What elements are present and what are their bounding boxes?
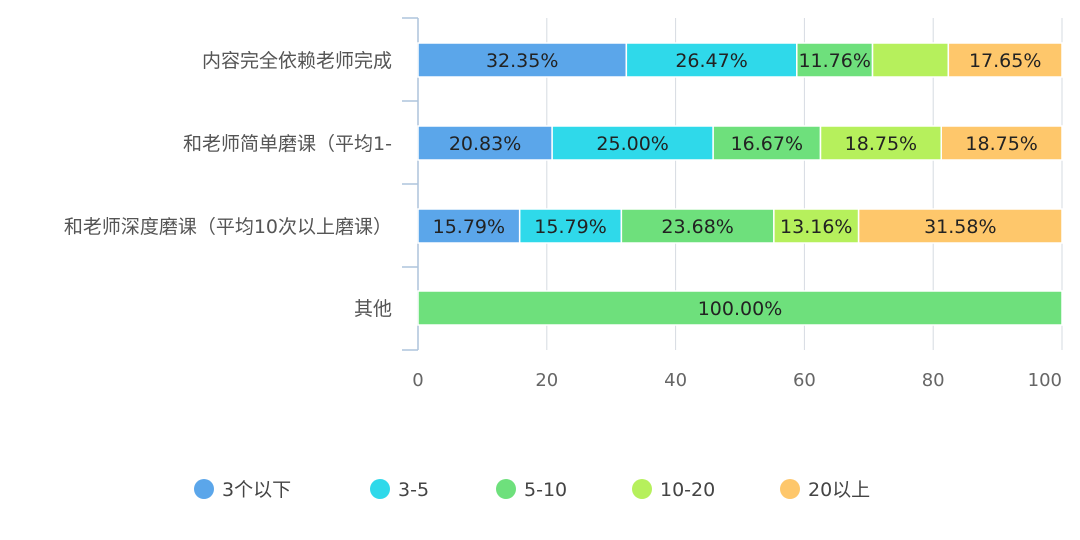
data-label: 31.58% [924, 216, 996, 238]
data-labels: 32.35% 26.47% 11.76% 17.65% 20.83% 25.00% 16.6… [433, 50, 1042, 320]
legend-label: 20以上 [808, 479, 870, 501]
legend-item[interactable]: 3-5 [370, 479, 429, 501]
data-label: 23.68% [661, 216, 733, 238]
category-label: 内容完全依赖老师完成 [202, 50, 392, 72]
bars [417, 42, 1063, 326]
data-label: 13.16% [780, 216, 852, 238]
x-tick-label: 40 [664, 370, 687, 391]
legend[interactable]: 3个以下 3-5 5-10 10-20 20以上 [194, 479, 870, 501]
category-label: 和老师深度磨课（平均10次以上磨课） [64, 216, 392, 238]
legend-marker [780, 479, 800, 499]
legend-marker [496, 479, 516, 499]
data-label: 32.35% [486, 50, 558, 72]
bar-segment[interactable] [712, 125, 822, 161]
bar-segment[interactable] [773, 208, 860, 244]
legend-item[interactable]: 10-20 [632, 479, 715, 501]
data-label: 15.79% [534, 216, 606, 238]
bar-segment[interactable] [871, 42, 950, 78]
bar-segment[interactable] [417, 125, 553, 161]
data-label: 25.00% [596, 133, 668, 155]
legend-label: 3个以下 [222, 479, 291, 501]
x-axis-ticks: 0 20 40 60 80 100 [412, 370, 1062, 391]
data-label: 11.76% [798, 50, 870, 72]
x-tick-label: 100 [1028, 370, 1062, 391]
x-tick-label: 60 [793, 370, 816, 391]
x-tick-label: 0 [412, 370, 423, 391]
legend-item[interactable]: 3个以下 [194, 479, 291, 501]
legend-item[interactable]: 5-10 [496, 479, 567, 501]
bar-segment[interactable] [625, 42, 798, 78]
bar-segment[interactable] [947, 42, 1063, 78]
legend-marker [194, 479, 214, 499]
bar-segment[interactable] [940, 125, 1063, 161]
legend-label: 3-5 [398, 479, 429, 501]
data-label: 20.83% [449, 133, 521, 155]
data-label: 16.67% [731, 133, 803, 155]
bar-segment[interactable] [417, 42, 628, 78]
legend-item[interactable]: 20以上 [780, 479, 870, 501]
bar-segment[interactable] [518, 208, 623, 244]
data-label: 18.75% [845, 133, 917, 155]
legend-label: 10-20 [660, 479, 715, 501]
data-label: 100.00% [698, 298, 783, 320]
bar-segment[interactable] [857, 208, 1063, 244]
category-label: 其他 [354, 298, 392, 320]
category-label: 和老师简单磨课（平均1- [183, 133, 392, 155]
bar-segment[interactable] [620, 208, 775, 244]
x-tick-label: 20 [535, 370, 558, 391]
legend-marker [370, 479, 390, 499]
legend-label: 5-10 [524, 479, 567, 501]
bar-segment[interactable] [551, 125, 714, 161]
data-label: 17.65% [969, 50, 1041, 72]
data-label: 18.75% [965, 133, 1037, 155]
data-label: 26.47% [675, 50, 747, 72]
x-tick-label: 80 [922, 370, 945, 391]
legend-marker [632, 479, 652, 499]
data-label: 15.79% [433, 216, 505, 238]
bar-segment[interactable] [417, 290, 1063, 326]
